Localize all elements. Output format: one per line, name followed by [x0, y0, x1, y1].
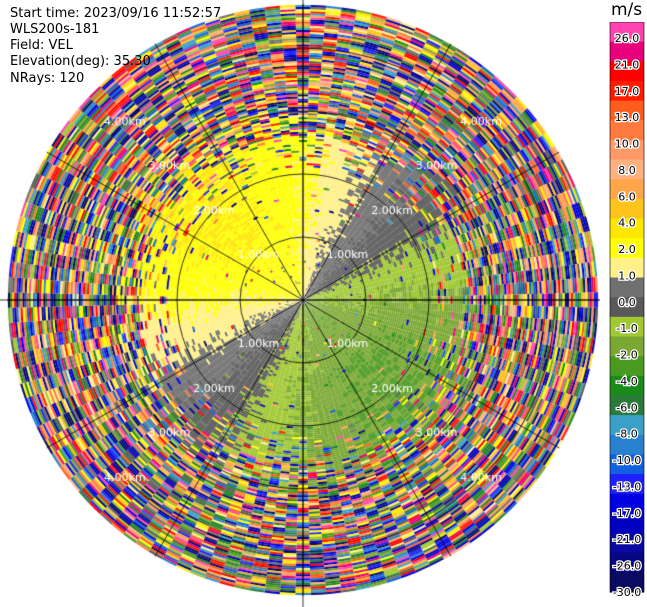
colorbar-tick-label: -26.0	[613, 560, 641, 573]
colorbar-tick-label: 0.0	[618, 296, 636, 309]
colorbar-segment	[610, 434, 644, 456]
colorbar-tick-label: 4.0	[618, 217, 636, 230]
colorbar-segment	[610, 493, 644, 514]
colorbar-tick-label: 10.0	[615, 138, 640, 151]
colorbar-segment	[610, 552, 644, 573]
colorbar-tick-label: -21.0	[613, 533, 641, 546]
colorbar-segment	[610, 257, 644, 279]
colorbar-segment	[610, 61, 644, 82]
colorbar-tick-label: -6.0	[616, 401, 637, 414]
colorbar-tick-label: -1.0	[616, 322, 637, 335]
colorbar-tick-label: -4.0	[616, 375, 637, 388]
colorbar-segment	[610, 572, 644, 593]
instrument-label: WLS200s-181	[10, 22, 100, 37]
nrays-label: NRays: 120	[10, 71, 85, 86]
colorbar-tick-label: -2.0	[616, 349, 637, 362]
colorbar-tick-label: 2.0	[618, 243, 636, 256]
colorbar-segment	[610, 139, 644, 161]
colorbar-segment	[610, 336, 644, 357]
colorbar-tick-label: 1.0	[618, 269, 636, 282]
colorbar-segment	[610, 41, 644, 62]
colorbar-tick-label: -8.0	[616, 428, 637, 441]
colorbar-segment	[610, 375, 644, 397]
colorbar-segment	[610, 297, 644, 318]
colorbar-segment	[610, 179, 644, 200]
colorbar-tick-label: -17.0	[613, 507, 641, 520]
colorbar-segment	[610, 22, 644, 43]
start-time-label: Start time: 2023/09/16 11:52:57	[10, 6, 222, 21]
colorbar-segment	[610, 277, 644, 298]
colorbar-segment	[610, 415, 644, 436]
colorbar-tick-label: -30.0	[613, 586, 641, 599]
colorbar-title: m/s	[611, 0, 643, 20]
colorbar-segment	[610, 218, 644, 239]
colorbar-segment	[610, 454, 644, 475]
colorbar-tick-label: -10.0	[613, 454, 641, 467]
colorbar-segment	[610, 356, 644, 377]
colorbar-tick-label: 8.0	[618, 164, 636, 177]
colorbar-segment	[610, 80, 644, 102]
colorbar-tick-label: 26.0	[615, 32, 640, 45]
field-label: Field: VEL	[10, 38, 73, 53]
colorbar-segment	[610, 159, 644, 180]
colorbar-segment	[610, 474, 644, 495]
colorbar-segment	[610, 395, 644, 416]
colorbar-tick-label: -13.0	[613, 480, 641, 493]
colorbar-segment	[610, 238, 644, 259]
colorbar-frame	[609, 22, 645, 593]
ppi-velocity-plot	[0, 0, 600, 607]
colorbar-segment	[610, 120, 644, 141]
colorbar-tick-label: 6.0	[618, 190, 636, 203]
colorbar-segment	[610, 316, 644, 338]
colorbar-segment	[610, 198, 644, 220]
colorbar-tick-label: 17.0	[615, 85, 640, 98]
colorbar-tick-label: 13.0	[615, 111, 640, 124]
colorbar-tick-label: 21.0	[615, 58, 640, 71]
elevation-label: Elevation(deg): 35.30	[10, 54, 151, 69]
velocity-colorbar: 26.0 21.0 17.0 13.0 10.0 8.0 6.0 4.0 2.0 1.0 0.0 -1…	[609, 22, 645, 600]
colorbar-segment	[610, 100, 644, 121]
colorbar-segment	[610, 533, 644, 554]
colorbar-segment	[610, 513, 644, 534]
